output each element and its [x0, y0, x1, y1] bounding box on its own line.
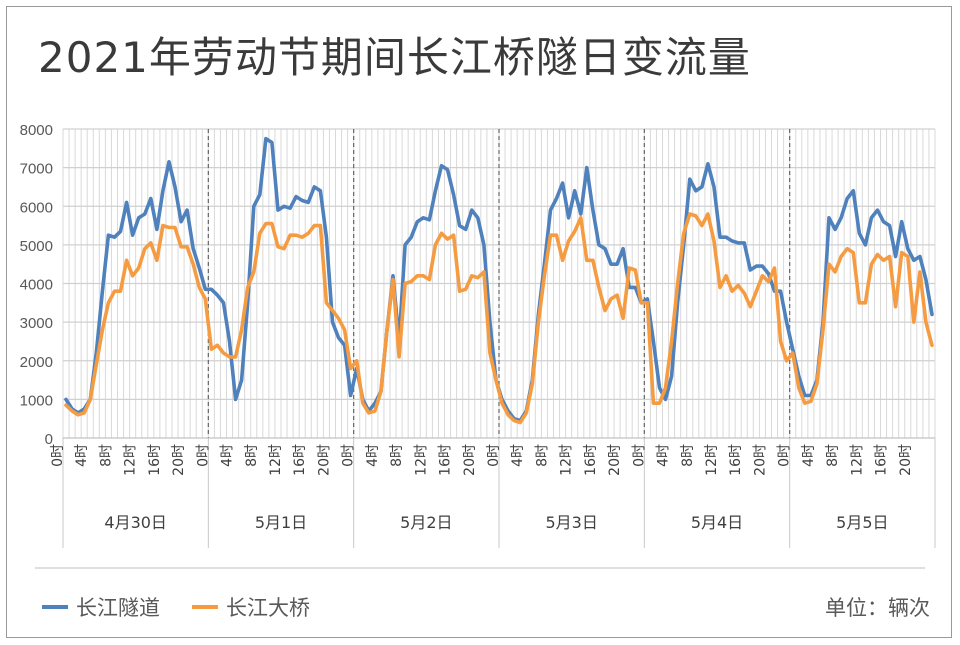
- hour-tick-label: 16时: [147, 444, 163, 476]
- hour-tick-label: 8时: [680, 444, 696, 467]
- hour-tick-label: 12时: [268, 444, 284, 476]
- hour-tick-label: 4时: [365, 444, 381, 467]
- hour-tick-label: 0时: [777, 444, 793, 467]
- hour-tick-label: 16时: [583, 444, 599, 476]
- hour-tick-label: 12时: [704, 444, 720, 476]
- hour-tick-label: 12时: [123, 444, 139, 476]
- legend-item-bridge: 长江大桥: [192, 592, 310, 622]
- legend-label-bridge: 长江大桥: [226, 596, 310, 620]
- hour-tick-label: 20时: [607, 444, 623, 476]
- day-group-label: 5月4日: [691, 513, 743, 532]
- hour-tick-label: 12时: [849, 444, 865, 476]
- y-tick-label: 3000: [20, 315, 53, 332]
- chart-frame: [6, 6, 952, 638]
- hour-tick-label: 8时: [534, 444, 550, 467]
- y-tick-label: 8000: [20, 122, 53, 139]
- day-group-label: 5月1日: [255, 513, 307, 532]
- hour-tick-label: 8时: [389, 444, 405, 467]
- hour-tick-label: 4时: [510, 444, 526, 467]
- hour-tick-label: 20时: [898, 444, 914, 476]
- y-tick-label: 1000: [20, 392, 53, 409]
- day-group-label: 4月30日: [104, 513, 167, 532]
- hour-tick-label: 8时: [825, 444, 841, 467]
- hour-tick-label: 0时: [631, 444, 647, 467]
- y-tick-label: 5000: [20, 238, 53, 255]
- hour-tick-label: 16时: [438, 444, 454, 476]
- hour-tick-label: 4时: [656, 444, 672, 467]
- unit-label: 单位：辆次: [825, 596, 930, 620]
- chart-title: 2021年劳动节期间长江桥隧日变流量: [38, 33, 751, 82]
- hour-tick-label: 16时: [292, 444, 308, 476]
- hour-tick-label: 20时: [462, 444, 478, 476]
- y-tick-label: 6000: [20, 199, 53, 216]
- hour-tick-label: 4时: [74, 444, 90, 467]
- day-group-label: 5月5日: [836, 513, 888, 532]
- y-tick-label: 2000: [20, 354, 53, 371]
- hour-tick-label: 8时: [98, 444, 114, 467]
- hour-tick-label: 12时: [413, 444, 429, 476]
- y-tick-label: 7000: [20, 161, 53, 178]
- legend-item-tunnel: 长江隧道: [42, 592, 160, 622]
- legend-label-tunnel: 长江隧道: [76, 596, 160, 620]
- hour-tick-label: 4时: [801, 444, 817, 467]
- hour-tick-label: 20时: [752, 444, 768, 476]
- hour-tick-label: 20时: [316, 444, 332, 476]
- hour-tick-label: 4时: [220, 444, 236, 467]
- hour-tick-label: 20时: [171, 444, 187, 476]
- hour-tick-label: 0时: [195, 444, 211, 467]
- hour-tick-label: 0时: [341, 444, 357, 467]
- hour-tick-label: 8时: [244, 444, 260, 467]
- legend-swatch-tunnel: [42, 605, 68, 609]
- y-tick-label: 4000: [20, 277, 53, 294]
- day-group-label: 5月3日: [545, 513, 597, 532]
- hour-tick-label: 0时: [486, 444, 502, 467]
- y-tick-label: 0: [45, 431, 53, 448]
- hour-tick-label: 16时: [728, 444, 744, 476]
- hour-tick-label: 16时: [874, 444, 890, 476]
- hour-tick-label: 12时: [559, 444, 575, 476]
- day-group-label: 5月2日: [400, 513, 452, 532]
- series-line-bridge: [64, 212, 934, 425]
- legend-swatch-bridge: [192, 605, 218, 609]
- hour-tick-label: 0时: [50, 444, 66, 467]
